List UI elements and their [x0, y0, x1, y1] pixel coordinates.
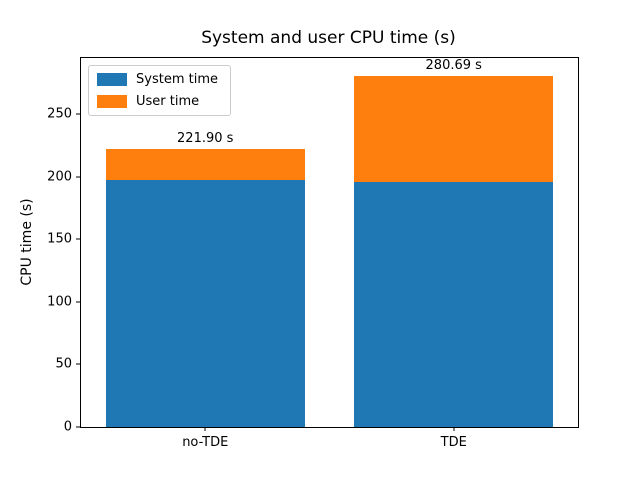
- y-tick-label: 0: [63, 419, 72, 435]
- legend-item: System time: [97, 72, 218, 87]
- bar-segment-system-time: [105, 179, 305, 427]
- bar-no-TDE: 221.90 s: [105, 131, 305, 427]
- y-tick-label: 50: [55, 356, 72, 372]
- bar-segment-system-time: [354, 181, 554, 427]
- y-tick-label: 100: [47, 294, 72, 310]
- bar-TDE: 280.69 s: [354, 58, 554, 427]
- bar-value-label: 221.90 s: [177, 131, 234, 147]
- plot-area: 221.90 s 280.69 s 0 50 100 150 200 250 no-TDE T…: [47, 57, 579, 450]
- bar-value-label: 280.69 s: [425, 57, 482, 73]
- y-tick-mark: [76, 113, 81, 115]
- legend-label: System time: [136, 72, 218, 87]
- y-tick-label: 150: [47, 231, 72, 247]
- bar-segment-user-time: [105, 149, 305, 180]
- x-tick-mark: [453, 427, 455, 431]
- x-tick-label: no-TDE: [182, 435, 229, 450]
- bars-container: 221.90 s 280.69 s: [81, 58, 578, 427]
- legend-label: User time: [136, 94, 200, 109]
- legend-swatch: [97, 73, 127, 86]
- y-tick-mark: [76, 426, 81, 428]
- y-tick-mark: [76, 301, 81, 303]
- y-tick-mark: [76, 238, 81, 240]
- chart-title: System and user CPU time (s): [201, 28, 456, 48]
- y-tick-mark: [76, 363, 81, 365]
- bar-slot-no-TDE: 221.90 s: [81, 58, 330, 427]
- bar-slot-TDE: 280.69 s: [330, 58, 579, 427]
- x-tick-label: TDE: [440, 435, 467, 450]
- bar-segment-user-time: [354, 75, 554, 182]
- y-tick-label: 200: [47, 169, 72, 185]
- legend-item: User time: [97, 94, 218, 109]
- x-tick-mark: [204, 427, 206, 431]
- legend-swatch: [97, 95, 127, 108]
- y-tick-label: 250: [47, 106, 72, 122]
- y-axis-label: CPU time (s): [19, 198, 35, 286]
- y-tick-mark: [76, 176, 81, 178]
- legend: System time User time: [88, 65, 231, 116]
